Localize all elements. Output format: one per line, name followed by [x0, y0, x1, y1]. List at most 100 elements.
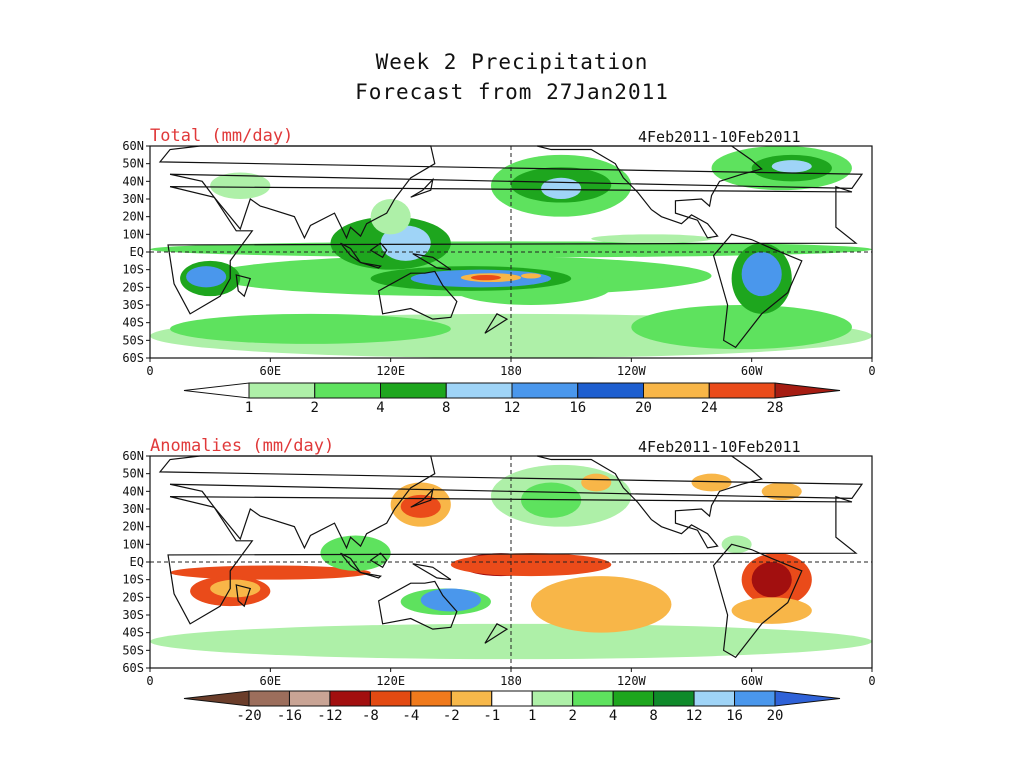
anomaly-shade-22	[721, 535, 752, 554]
total-colorbar-box-7	[708, 382, 776, 399]
total-shade-11	[771, 160, 812, 173]
total-lat-label-0: 60N	[122, 139, 144, 153]
total-lat-label-3: 30N	[122, 192, 144, 206]
total-coastline-4	[536, 145, 763, 239]
anomaly-colorbar-box-10	[653, 690, 695, 707]
anomaly-colorbar-level-12: 16	[726, 708, 743, 724]
total-coastline-6	[369, 242, 388, 259]
anomaly-lat-label-5: 10N	[122, 537, 144, 551]
anomaly-shade-10	[210, 579, 261, 598]
total-shade-23	[370, 199, 411, 235]
anomaly-lat-label-9: 30S	[122, 608, 144, 622]
total-lon-label-4: 120W	[617, 364, 647, 378]
total-coastline-11	[484, 313, 509, 334]
anomaly-colorbar-level-2: -12	[317, 708, 342, 724]
total-lon-label-0: 0	[146, 364, 153, 378]
anomaly-shade-4	[450, 553, 612, 577]
total-lat-label-8: 20S	[122, 280, 144, 294]
anomaly-coastline-9	[410, 487, 434, 508]
total-lon-label-3: 180	[500, 364, 522, 378]
anomaly-shade-18	[691, 473, 732, 492]
total-coastline-0	[167, 185, 858, 315]
total-colorbar-low-arrow	[183, 382, 250, 399]
anomaly-shade-13	[731, 597, 812, 624]
anomaly-shade-20	[581, 473, 612, 492]
total-shade-17	[186, 266, 227, 288]
total-colorbar-box-3	[445, 382, 513, 399]
total-colorbar-level-4: 12	[504, 400, 521, 416]
anomaly-lat-label-6: EQ	[130, 555, 144, 569]
anomaly-shade-7	[531, 576, 672, 633]
total-colorbar-level-1: 2	[311, 400, 319, 416]
anomaly-colorbar-level-6: -1	[483, 708, 500, 724]
anomaly-colorbar-level-5: -2	[443, 708, 460, 724]
anomaly-lat-label-3: 30N	[122, 502, 144, 516]
anomaly-colorbar-box-9	[612, 690, 655, 707]
anomaly-colorbar-box-3	[369, 690, 412, 707]
total-lon-label-5: 60W	[741, 364, 763, 378]
total-lat-label-12: 60S	[122, 351, 144, 365]
anomaly-colorbar-box-4	[410, 690, 452, 707]
anomaly-colorbar-level-10: 8	[649, 708, 657, 724]
total-coastline-10	[235, 274, 252, 298]
total-lat-label-11: 50S	[122, 333, 144, 347]
chart-title-line1: Week 2 Precipitation	[375, 50, 649, 74]
total-shade-15	[741, 252, 782, 297]
anomaly-lat-label-11: 50S	[122, 643, 144, 657]
anomaly-colorbar-level-11: 12	[686, 708, 703, 724]
anomaly-colorbar-level-3: -8	[362, 708, 379, 724]
anomaly-coastline-6	[369, 552, 388, 569]
anomaly-lon-label-2: 120E	[376, 674, 405, 688]
anomaly-shade-8	[170, 565, 371, 580]
anomaly-colorbar-box-7	[531, 690, 574, 707]
anomaly-coastline-10	[235, 584, 252, 608]
anomaly-coastline-2	[377, 580, 458, 630]
total-lat-label-1: 50N	[122, 157, 144, 171]
total-lat-label-4: 20N	[122, 210, 144, 224]
total-lat-label-5: 10N	[122, 227, 144, 241]
anomaly-lon-label-4: 120W	[617, 674, 647, 688]
total-colorbar-level-6: 20	[635, 400, 652, 416]
total-lat-label-6: EQ	[130, 245, 144, 259]
total-colorbar-box-1	[314, 382, 381, 399]
total-colorbar-level-3: 8	[442, 400, 450, 416]
total-colorbar-level-0: 1	[245, 400, 253, 416]
anomaly-colorbar-level-9: 4	[609, 708, 617, 724]
total-lat-label-10: 40S	[122, 316, 144, 330]
anomaly-colorbar-low-arrow	[183, 690, 250, 707]
anomaly-colorbar-level-8: 2	[568, 708, 576, 724]
anomaly-lon-label-1: 60E	[259, 674, 281, 688]
anomaly-lat-label-1: 50N	[122, 467, 144, 481]
anomaly-lon-label-0: 0	[146, 674, 153, 688]
total-colorbar-box-5	[577, 382, 644, 399]
total-colorbar-box-4	[511, 382, 579, 399]
total-shade-3	[150, 241, 872, 258]
total-shade-25	[591, 234, 712, 244]
total-shade-1	[170, 313, 451, 344]
anomaly-colorbar-box-8	[572, 690, 614, 707]
total-colorbar-level-7: 24	[701, 400, 718, 416]
total-lat-label-7: 10S	[122, 263, 144, 277]
anomaly-lon-label-3: 180	[500, 674, 522, 688]
anomaly-colorbar-level-4: -4	[402, 708, 419, 724]
anomaly-colorbar-box-6	[491, 690, 533, 707]
anomaly-shade-12	[751, 562, 792, 598]
anomaly-panel-label: Anomalies (mm/day)	[150, 436, 335, 456]
anomaly-coastline-3	[712, 543, 803, 659]
total-lon-label-6: 0	[868, 364, 875, 378]
anomaly-coastline-4	[536, 455, 763, 549]
total-colorbar-level-2: 4	[376, 400, 384, 416]
total-shade-22	[521, 273, 542, 279]
anomaly-lon-label-6: 0	[868, 674, 875, 688]
total-coastline-3	[712, 233, 803, 349]
total-shade-2	[631, 305, 852, 350]
anomaly-lat-label-10: 40S	[122, 626, 144, 640]
total-coastline-8	[412, 253, 452, 271]
anomaly-coastline-11	[484, 623, 509, 644]
anomaly-lat-label-4: 20N	[122, 520, 144, 534]
anomaly-colorbar-box-11	[693, 690, 736, 707]
anomaly-colorbar-high-arrow	[774, 690, 841, 707]
total-coastline-7	[360, 262, 382, 269]
total-shade-21	[470, 274, 501, 281]
